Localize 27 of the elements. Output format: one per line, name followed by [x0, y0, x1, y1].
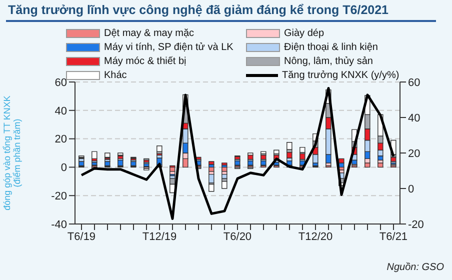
y2-tick-label: 40	[408, 112, 420, 124]
y-tick-label: 60	[54, 76, 67, 89]
chart-title: Tăng trưởng lĩnh vực công nghệ đã giảm đáng kể trong T6/2021	[8, 3, 389, 17]
legend-label: Máy vi tính, SP điện tử và LK	[104, 42, 234, 53]
y2-tick-label: 60	[408, 76, 420, 89]
legend-label: Máy móc & thiết bị	[104, 56, 186, 67]
legend-label: Tăng trưởng KNXK (y/y%)	[282, 70, 400, 81]
text: Nguồn: GSO	[386, 262, 444, 273]
x-tick-label: T12/19	[142, 230, 177, 243]
y-axis-title: đóng góp vào tổng TT KNXK (điểm phần trăm)	[2, 94, 22, 212]
y2-tick-label: -20	[408, 218, 424, 231]
x-tick-label: T6/21	[379, 230, 408, 243]
legend-label: Khác	[104, 70, 127, 81]
x-tick-label: T6/19	[67, 230, 96, 243]
y-tick-label: 20	[54, 134, 67, 146]
x-tick-label: T12/20	[298, 230, 333, 243]
legend-label: Nông, lâm, thủy sản	[284, 56, 373, 67]
legend-label: Dệt may & may mặc	[104, 28, 194, 39]
y2-tick-label: 20	[408, 148, 420, 160]
y-tick-label: -20	[51, 190, 67, 203]
y2-tick-label: 0	[408, 183, 414, 196]
y-tick-label: -40	[51, 218, 67, 231]
y-tick-label: 40	[54, 105, 67, 118]
y-tick-label: 0	[60, 162, 67, 174]
legend-label: Giày dép	[284, 28, 324, 39]
x-tick-label: T6/20	[223, 230, 252, 243]
legend-label: Điện thoại & linh kiện	[284, 42, 378, 53]
